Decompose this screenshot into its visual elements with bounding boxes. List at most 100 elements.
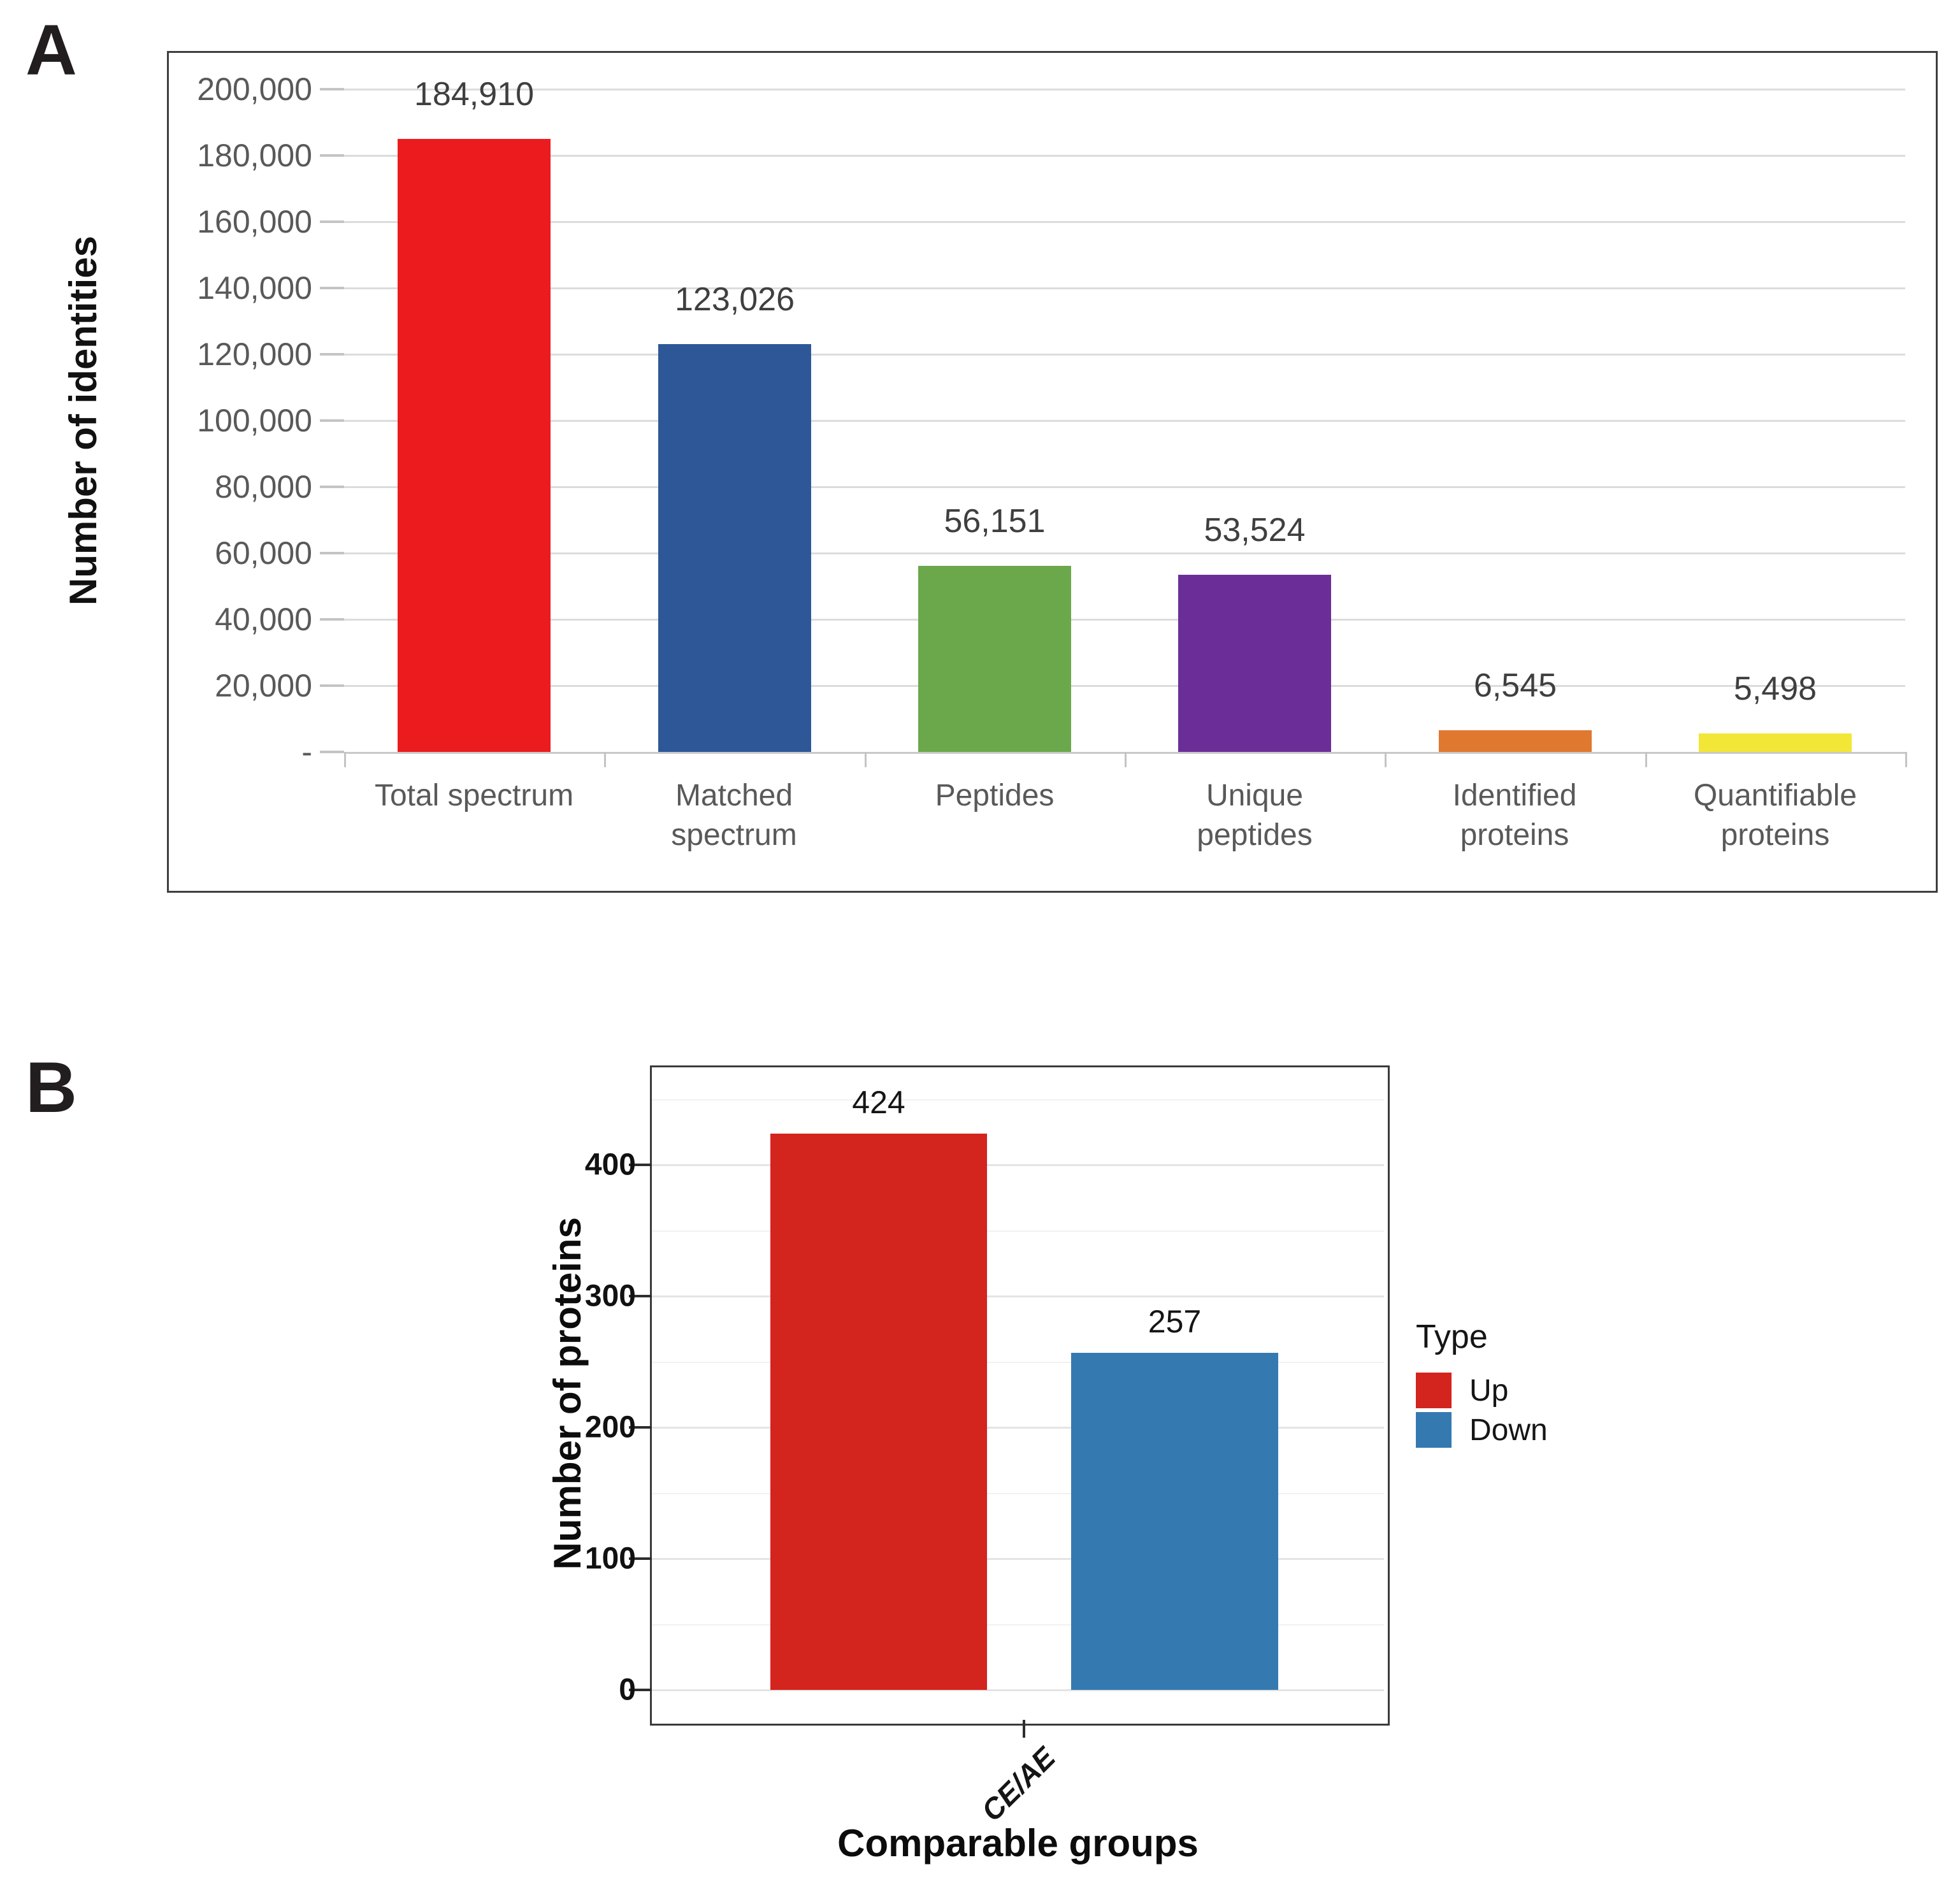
gridline [652,1164,1384,1166]
y-tick-label: 200,000 [197,71,312,107]
y-tick [320,618,344,621]
y-tick-label: 400 [584,1148,636,1182]
y-tick [320,419,344,422]
y-tick [629,1295,652,1297]
category-label-peptides: Peptides [935,779,1055,812]
gridline [652,1427,1384,1429]
x-tick [604,752,606,767]
y-tick [629,1164,652,1166]
y-tick [320,751,344,753]
minor-gridline [652,1624,1384,1626]
gridline [344,89,1905,90]
y-tick-label: 80,000 [215,469,312,505]
y-tick [320,552,344,554]
y-tick [320,353,344,356]
chart-a-plot-box: 200,000 180,000 160,000 140,000 120,000 100,0… [167,51,1938,893]
x-tick [1645,752,1647,767]
gridline [344,619,1905,621]
bar-up [770,1134,987,1690]
y-tick-label: 100,000 [197,403,312,438]
value-label-matched-spectrum: 123,026 [675,281,795,318]
gridline [652,1558,1384,1560]
y-tick-label: 140,000 [197,270,312,306]
category-label-quantifiable-proteins: Quantifiable proteins [1693,779,1857,853]
value-label-down: 257 [1148,1304,1202,1339]
y-tick [629,1689,652,1691]
x-category-label-ce-ae: CE/AE [975,1740,1062,1828]
y-tick [629,1557,652,1560]
chart-b-legend: Type Up Down [1416,1318,1548,1452]
bar-unique-peptides [1178,575,1331,752]
legend-item-up: Up [1416,1373,1548,1408]
value-label-quantifiable-proteins: 5,498 [1733,670,1817,707]
legend-swatch-down-icon [1416,1412,1452,1448]
category-label-unique-peptides: Unique peptides [1197,779,1313,853]
minor-gridline [652,1230,1384,1232]
gridline [344,354,1905,356]
x-tick [865,752,867,767]
gridline [652,1689,1384,1691]
category-label-identified-proteins: Identified proteins [1452,779,1577,853]
y-tick-label: 300 [584,1279,636,1313]
y-tick-label: 60,000 [215,535,312,571]
chart-b-legend-title: Type [1416,1318,1488,1355]
y-tick [320,287,344,289]
gridline [344,552,1905,554]
y-tick [320,684,344,687]
x-tick [1023,1720,1025,1738]
category-label-total-spectrum: Total spectrum [374,779,574,812]
y-tick [320,486,344,488]
panel-a-letter: A [25,10,78,90]
bar-quantifiable-proteins [1699,733,1852,752]
y-tick [320,154,344,157]
minor-gridline [652,1099,1384,1100]
chart-a-y-axis-title: Number of identities [61,235,104,606]
y-tick-label: - [301,734,312,770]
panel-b-letter: B [25,1048,78,1127]
value-label-peptides: 56,151 [944,503,1046,540]
category-label-matched-spectrum: Matched spectrum [671,779,797,853]
gridline [344,486,1905,488]
x-tick [1125,752,1127,767]
x-tick [1905,752,1907,767]
x-tick [344,752,346,767]
gridline [344,685,1905,687]
bar-peptides [918,566,1071,752]
gridline [652,1295,1384,1297]
x-tick [1385,752,1387,767]
y-tick-label: 200 [584,1410,636,1445]
gridline [344,221,1905,223]
value-label-unique-peptides: 53,524 [1204,512,1306,549]
value-label-up: 424 [852,1085,905,1120]
y-tick-label: 180,000 [197,138,312,173]
gridline [344,420,1905,422]
chart-b-plot-box: 0 100 200 300 400 424 257 CE/AE [585,1065,1390,1828]
legend-item-down: Down [1416,1412,1548,1448]
legend-label-down: Down [1469,1413,1548,1447]
bar-matched-spectrum [658,344,811,752]
bar-total-spectrum [398,139,551,752]
chart-b-y-axis-title: Number of proteins [545,1217,589,1570]
y-tick-label: 160,000 [197,204,312,240]
y-tick-label: 20,000 [215,668,312,703]
y-tick-label: 120,000 [197,336,312,372]
y-tick-label: 100 [584,1541,636,1576]
bar-identified-proteins [1439,730,1592,752]
y-tick-label: 40,000 [215,602,312,637]
legend-label-up: Up [1469,1373,1509,1408]
bar-down [1071,1353,1278,1690]
chart-b-x-axis-title: Comparable groups [837,1822,1199,1865]
gridline [344,287,1905,289]
y-tick [629,1426,652,1429]
minor-gridline [652,1493,1384,1494]
y-tick-label: 0 [619,1673,636,1707]
value-label-identified-proteins: 6,545 [1473,667,1557,704]
minor-gridline [652,1362,1384,1363]
value-label-total-spectrum: 184,910 [414,76,534,113]
y-tick [320,220,344,223]
y-tick [320,88,344,90]
chart-a-y-axis-title-wrap: Number of identities [54,89,112,752]
gridline [344,155,1905,157]
legend-swatch-up-icon [1416,1373,1452,1408]
